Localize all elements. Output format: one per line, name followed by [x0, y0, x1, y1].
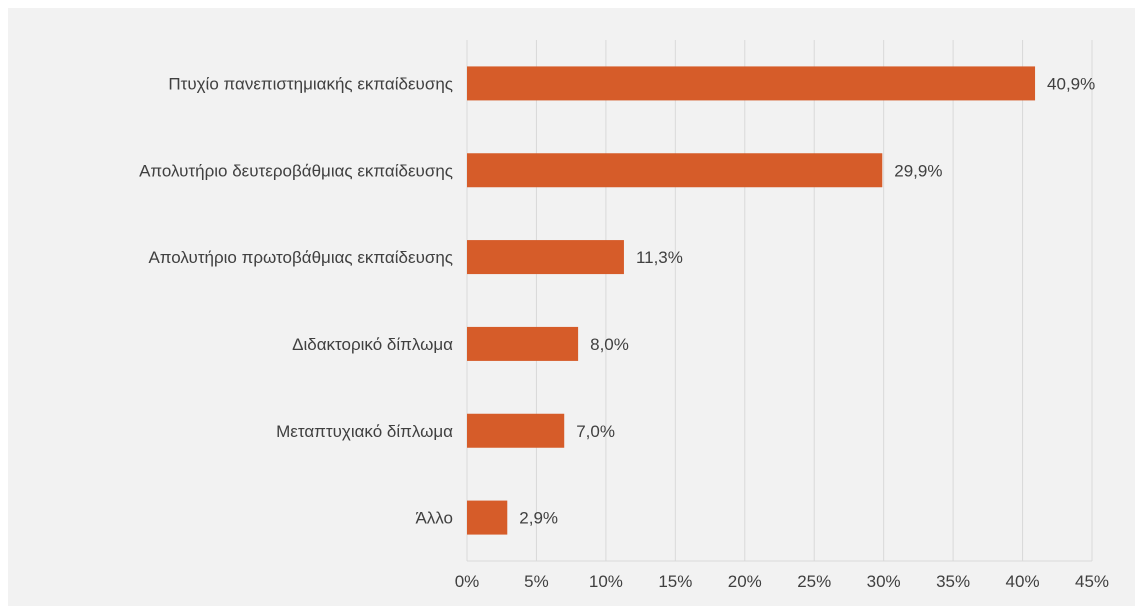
x-tick-label: 40% — [1006, 572, 1040, 591]
bar-chart: 0% 5% 10% 15% 20% 25% 30% 35% 40% 45% Πτυχίο πανεπ… — [139, 40, 1109, 591]
data-label: 29,9% — [894, 161, 942, 180]
data-label: 8,0% — [590, 335, 629, 354]
bar — [467, 66, 1036, 101]
data-label: 40,9% — [1047, 74, 1095, 93]
data-label: 7,0% — [576, 422, 615, 441]
category-label: Διδακτορικό δίπλωμα — [292, 335, 453, 354]
category-label: Πτυχίο πανεπιστημιακής εκπαίδευσης — [168, 74, 453, 93]
category-label: Απολυτήριο δευτεροβάθμιας εκπαίδευσης — [139, 161, 453, 180]
bar — [467, 413, 565, 448]
data-label: 2,9% — [519, 509, 558, 528]
x-tick-label: 10% — [589, 572, 623, 591]
category-label: Άλλο — [415, 509, 453, 528]
x-tick-label: 0% — [455, 572, 480, 591]
bar — [467, 240, 624, 275]
x-tick-label: 25% — [797, 572, 831, 591]
x-tick-label: 35% — [936, 572, 970, 591]
x-tick-label: 30% — [867, 572, 901, 591]
bar — [467, 153, 883, 188]
chart-area: 0% 5% 10% 15% 20% 25% 30% 35% 40% 45% Πτυχίο πανεπ… — [8, 8, 1135, 606]
x-tick-label: 15% — [658, 572, 692, 591]
data-label: 11,3% — [636, 248, 683, 267]
x-tick-label: 5% — [524, 572, 549, 591]
x-tick-label: 45% — [1075, 572, 1109, 591]
category-label: Απολυτήριο πρωτοβάθμιας εκπαίδευσης — [148, 248, 453, 267]
x-tick-label: 20% — [728, 572, 762, 591]
bar — [467, 326, 579, 361]
category-label: Μεταπτυχιακό δίπλωμα — [276, 422, 453, 441]
bar — [467, 500, 508, 535]
